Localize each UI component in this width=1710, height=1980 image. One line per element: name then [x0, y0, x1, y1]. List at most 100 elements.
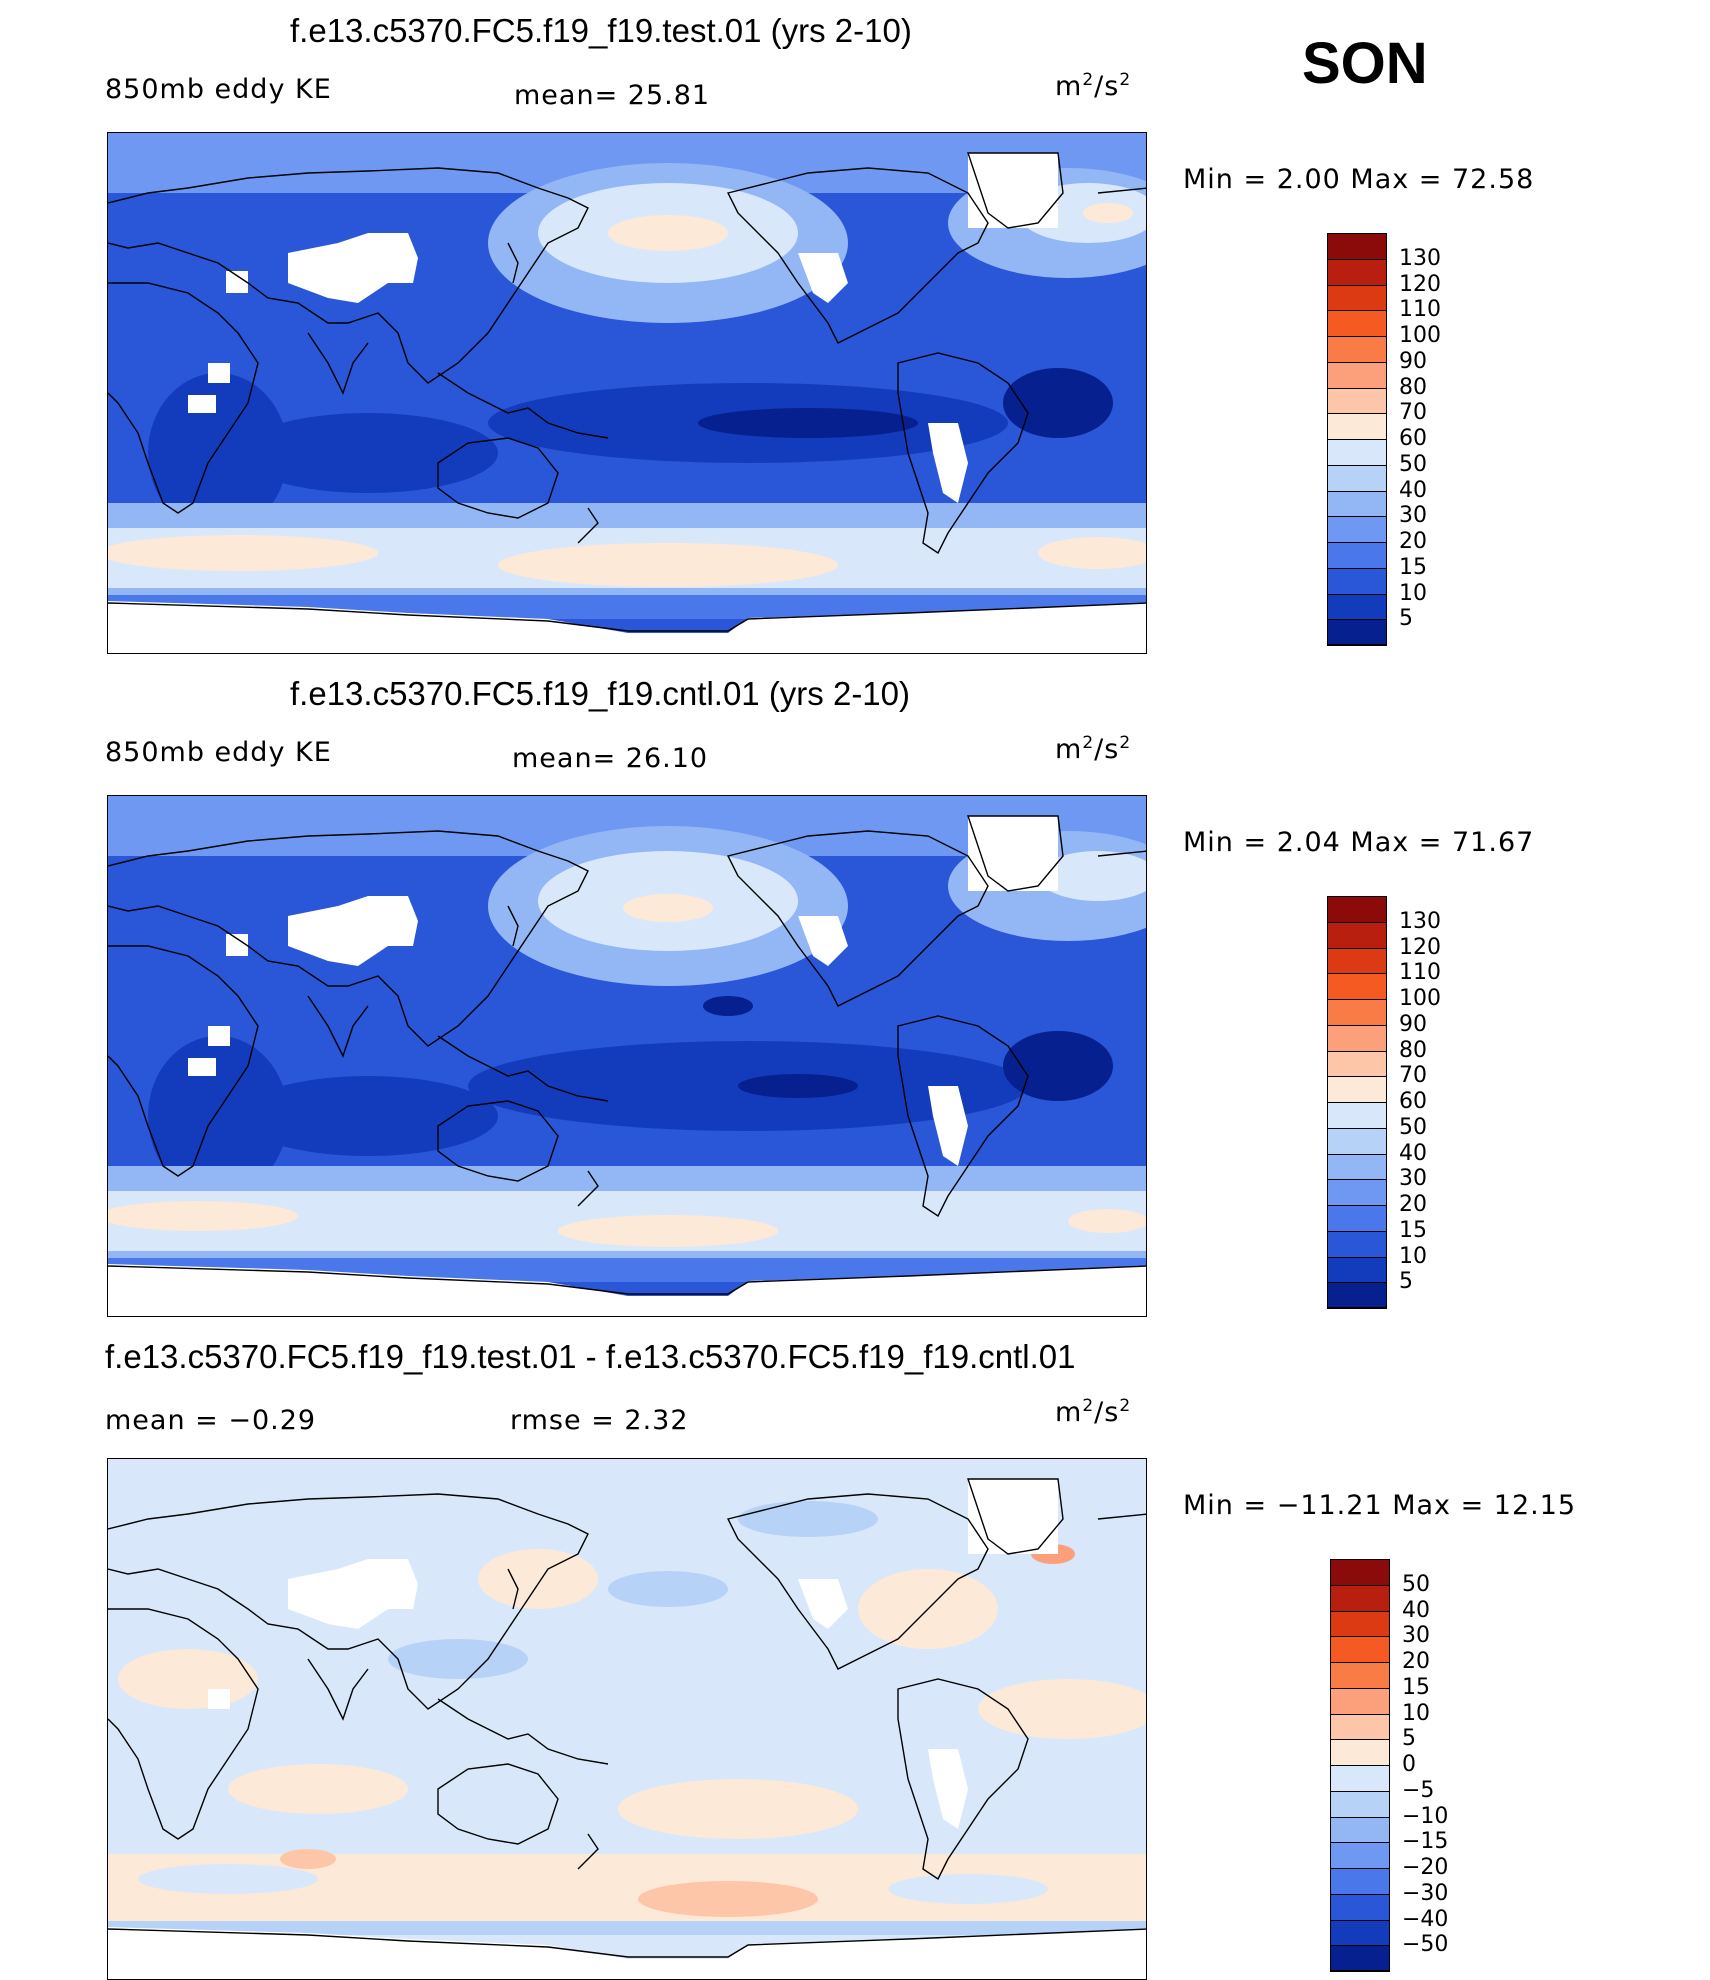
coast-europe	[1097, 850, 1146, 857]
coast-seasia	[437, 1035, 609, 1102]
field-ethiopia-missing	[208, 1689, 230, 1709]
colorbar-label: 80	[1399, 1037, 1427, 1063]
colorbar-label: 120	[1399, 934, 1441, 960]
colorbar-label: 70	[1399, 400, 1427, 426]
colorbar-swatch	[1327, 490, 1387, 518]
colorbar-label: 60	[1399, 426, 1427, 451]
panel-test-mean-label: mean= 25.81	[514, 80, 711, 111]
colorbar-swatch	[1327, 387, 1387, 415]
panel-cntl-mean-label: mean= 26.10	[512, 743, 709, 774]
field-south-peach-1	[108, 1201, 298, 1231]
field-indian-deep	[238, 413, 498, 493]
coast-india	[307, 995, 369, 1058]
colorbar-swatch	[1327, 619, 1387, 646]
field-tibet-missing	[288, 1559, 418, 1629]
colorbar-label: 20	[1399, 529, 1427, 554]
colorbar-label: 100	[1399, 986, 1441, 1011]
coast-newzealand	[577, 507, 599, 544]
colorbar-label: 110	[1399, 960, 1441, 986]
panel-diff-map-svg	[108, 1459, 1146, 1979]
coast-namerica	[726, 830, 989, 1007]
units-exp: 2	[1119, 1396, 1132, 1416]
colorbar-label: 40	[1399, 1140, 1427, 1166]
coast-japan	[507, 905, 519, 947]
colorbar-label: 15	[1399, 1217, 1427, 1243]
colorbar-label: 60	[1399, 1089, 1427, 1114]
colorbar-swatch	[1327, 542, 1387, 569]
colorbar-swatch	[1330, 1610, 1390, 1638]
field-south-peach-2	[558, 1215, 778, 1247]
field-pos-4	[978, 1679, 1146, 1739]
field-africa-deep	[148, 1036, 288, 1196]
units-mid: /s	[1094, 734, 1120, 765]
panel-test-minmax: Min = 2.00 Max = 72.58	[1183, 164, 1535, 195]
panel-cntl-title: f.e13.c5370.FC5.f19_f19.cntl.01 (yrs 2-1…	[290, 675, 911, 712]
panel-cntl-coastlines	[108, 815, 1146, 1295]
field-pos-2	[478, 1549, 598, 1609]
colorbar-swatch	[1327, 999, 1387, 1026]
panel-cntl-map	[107, 795, 1147, 1317]
panel-test-title: f.e13.c5370.FC5.f19_f19.test.01 (yrs 2-1…	[290, 12, 912, 49]
field-andes-missing	[928, 423, 968, 503]
panel-cntl-variable-label: 850mb eddy KE	[105, 737, 332, 768]
colorbar-label: −15	[1402, 1829, 1449, 1855]
coast-namerica	[726, 1493, 989, 1670]
units-mid: /s	[1094, 1397, 1120, 1428]
colorbar-swatch	[1327, 1127, 1387, 1155]
coast-seasia	[437, 1698, 609, 1765]
colorbar-label: 20	[1402, 1649, 1430, 1674]
field-tibet-missing	[288, 896, 418, 966]
field-neg-3	[738, 1501, 878, 1537]
coast-namerica	[726, 167, 989, 344]
colorbar-label: −50	[1402, 1932, 1449, 1958]
colorbar-label: 15	[1399, 554, 1427, 580]
panel-diff-title: f.e13.c5370.FC5.f19_f19.test.01 - f.e13.…	[105, 1338, 1076, 1375]
coast-antarctica	[108, 1928, 1146, 1958]
units-base: m	[1055, 1397, 1083, 1428]
colorbar-swatch	[1327, 310, 1387, 337]
field-rockies-missing	[798, 916, 848, 966]
coast-africa	[108, 282, 259, 514]
colorbar-label: 130	[1399, 908, 1441, 934]
field-indian-deep	[238, 1076, 498, 1156]
colorbar-label: 30	[1402, 1623, 1430, 1649]
coast-seasia	[437, 372, 609, 439]
coast-eurasia	[108, 830, 589, 1047]
field-samerica-darkest	[1003, 1031, 1113, 1101]
field-north-atl-lighter	[1038, 851, 1146, 901]
panel-cntl-units: m2/s2	[1055, 733, 1131, 765]
coast-newzealand	[577, 1833, 599, 1870]
coast-india	[307, 332, 369, 395]
coast-australia	[437, 437, 559, 519]
coast-samerica	[897, 1678, 1029, 1881]
field-south-neg-2	[888, 1874, 1048, 1904]
colorbar-swatch	[1330, 1945, 1390, 1972]
colorbar-label: 30	[1399, 1166, 1427, 1192]
colorbar-frame	[1330, 1559, 1390, 1971]
colorbar-label: 130	[1399, 245, 1441, 271]
coast-greenland	[967, 1478, 1064, 1555]
colorbar-label: 20	[1399, 1192, 1427, 1217]
colorbar-swatch	[1327, 1230, 1387, 1258]
colorbar-swatch	[1327, 947, 1387, 975]
field-tropics-darkest-1	[738, 1074, 858, 1098]
colorbar-swatch	[1327, 361, 1387, 389]
field-rockies-missing	[798, 1579, 848, 1629]
coast-africa	[108, 1608, 259, 1840]
units-exp: 2	[1082, 70, 1095, 90]
colorbar-label: −40	[1402, 1906, 1449, 1932]
field-neg-2	[608, 1571, 728, 1607]
season-label: SON	[1302, 31, 1428, 96]
panel-cntl-map-svg	[108, 796, 1146, 1316]
colorbar-frame	[1327, 233, 1387, 645]
colorbar-label: 15	[1402, 1674, 1430, 1700]
panel-cntl-minmax: Min = 2.04 Max = 71.67	[1183, 827, 1535, 858]
colorbar-label: 120	[1399, 271, 1441, 297]
colorbar-label: 50	[1399, 451, 1427, 477]
colorbar-label: 5	[1399, 606, 1413, 632]
field-south-peach-2	[498, 543, 838, 587]
field-andes-missing	[928, 1749, 968, 1829]
colorbar-label: 40	[1399, 477, 1427, 503]
colorbar-frame	[1327, 896, 1387, 1308]
field-africa-deep	[148, 373, 288, 533]
